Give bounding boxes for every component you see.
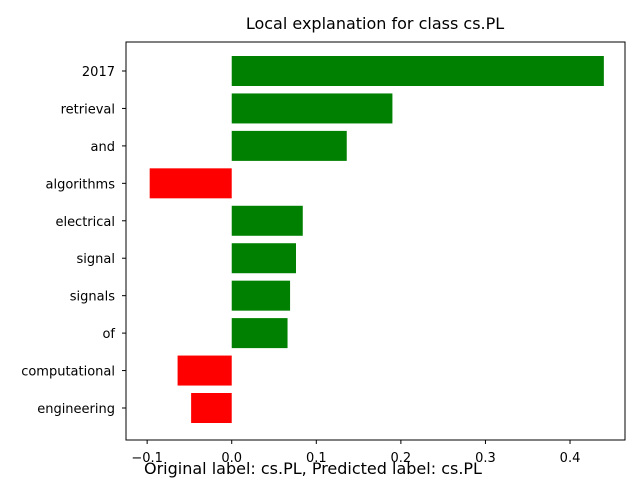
y-tick-label: signals	[70, 290, 115, 305]
x-tick-label: 0.2	[391, 451, 412, 466]
y-tick-label: 2017	[82, 65, 115, 80]
y-tick-label: electrical	[55, 215, 115, 230]
bar-signal	[231, 243, 296, 274]
y-tick-label: algorithms	[45, 177, 115, 192]
y-tick-label: retrieval	[61, 102, 115, 117]
y-axis: 2017 retrieval and algorithms electrical sign…	[21, 65, 126, 417]
y-tick-label: and	[91, 140, 115, 155]
chart-title: Local explanation for class cs.PL	[246, 14, 504, 33]
x-tick-label: 0.0	[221, 451, 242, 466]
bar-electrical	[231, 205, 303, 236]
x-tick-label: 0.1	[306, 451, 327, 466]
y-tick-label: engineering	[37, 402, 115, 417]
bars-layer	[149, 56, 604, 423]
bar-algorithms	[149, 168, 232, 199]
x-tick-label: −0.1	[131, 451, 163, 466]
y-tick-label: signal	[77, 252, 115, 267]
x-tick-label: 0.3	[475, 451, 496, 466]
x-axis: −0.1 0.0 0.1 0.2 0.3 0.4	[131, 440, 580, 466]
y-tick-label: of	[102, 327, 115, 342]
bar-signals	[231, 280, 291, 311]
bar-of	[231, 318, 288, 349]
plot-frame	[125, 41, 626, 441]
x-tick-label: 0.4	[560, 451, 581, 466]
bar-and	[231, 130, 347, 161]
y-tick-label: computational	[21, 365, 115, 380]
bar-2017	[231, 56, 604, 86]
bar-retrieval	[231, 93, 393, 124]
bar-computational	[177, 355, 232, 386]
bar-engineering	[191, 393, 232, 423]
prediction-caption: Original label: cs.PL, Predicted label: …	[144, 459, 482, 478]
